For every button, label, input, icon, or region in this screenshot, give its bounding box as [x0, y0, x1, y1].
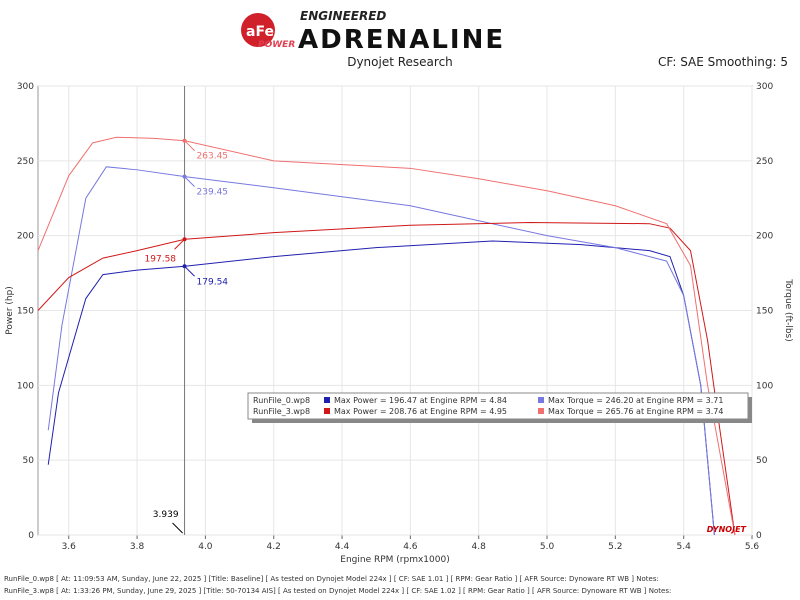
y-axis-label: Power (hp)	[5, 286, 15, 335]
run-note-1: RunFile_3.wp8 [ At: 1:33:26 PM, Sunday, …	[4, 587, 672, 595]
run-note-0: RunFile_0.wp8 [ At: 11:09:53 AM, Sunday,…	[4, 575, 659, 583]
x-tick-label: 3.6	[62, 542, 77, 552]
cursor-pointer	[184, 176, 195, 187]
legend-torque: Max Torque = 265.76 at Engine RPM = 3.74	[548, 407, 723, 416]
legend-power: Max Power = 196.47 at Engine RPM = 4.84	[334, 396, 507, 405]
afe-logo: aFe POWER ENGINEERED ADRENALINE	[241, 9, 505, 50]
x-tick-label: 4.4	[335, 542, 350, 552]
x-tick-label: 5.6	[745, 542, 760, 552]
cursor-pointer	[184, 265, 195, 277]
run-notes: RunFile_0.wp8 [ At: 11:09:53 AM, Sunday,…	[4, 573, 671, 597]
y2-tick-label: 150	[756, 307, 773, 317]
y-tick-label: 50	[23, 456, 35, 466]
legend-swatch-torque	[538, 408, 544, 414]
x-tick-label: 5.2	[608, 542, 622, 552]
y-tick-label: 150	[17, 307, 34, 317]
svg-text:ENGINEERED: ENGINEERED	[300, 9, 386, 23]
legend-swatch-torque	[538, 397, 544, 403]
svg-text:aFe: aFe	[246, 24, 274, 40]
legend-power: Max Power = 208.76 at Engine RPM = 4.95	[334, 407, 507, 416]
y2-axis-label: Torque (ft-lbs)	[783, 278, 793, 342]
legend-box	[247, 392, 749, 420]
svg-text:ADRENALINE: ADRENALINE	[298, 25, 505, 50]
y-tick-label: 200	[17, 232, 34, 242]
x-tick-label: 4.0	[198, 542, 213, 552]
x-axis-label: Engine RPM (rpmx1000)	[340, 555, 449, 565]
y2-tick-label: 0	[756, 531, 762, 541]
cursor-pointer	[184, 140, 195, 152]
series-line-3	[37, 136, 736, 536]
series-line-1	[47, 166, 715, 536]
legend-file: RunFile_3.wp8	[253, 407, 310, 416]
x-tick-label: 5.4	[677, 542, 692, 552]
cursor-x-label: 3.939	[153, 510, 179, 520]
series-line-0	[47, 240, 715, 536]
y2-tick-label: 200	[756, 232, 773, 242]
y2-tick-label: 50	[756, 456, 768, 466]
svg-text:POWER: POWER	[258, 40, 295, 50]
y2-tick-label: 250	[756, 157, 773, 167]
x-tick-label: 5.0	[540, 542, 555, 552]
y2-tick-label: 300	[756, 82, 773, 92]
series-line-2	[37, 222, 736, 536]
y-tick-label: 300	[17, 82, 34, 92]
cursor-value-label: 197.58	[145, 254, 177, 264]
y-tick-label: 250	[17, 157, 34, 167]
cursor-pointer	[174, 238, 185, 250]
x-tick-label: 3.8	[130, 542, 145, 552]
cursor-value-label: 263.45	[197, 152, 229, 162]
y-tick-label: 100	[17, 381, 34, 391]
legend-swatch-power	[324, 397, 330, 403]
dyno-chart: 3.6 3.8 4.0 4.2 4.4 4.6 4.8 5.0 5.2 5.4 5.60 050 501…	[5, 82, 793, 565]
cursor-arrow	[172, 522, 183, 534]
x-tick-label: 4.8	[472, 542, 487, 552]
chart-subtitle: Dynojet Research	[347, 55, 453, 69]
cursor-value-label: 179.54	[197, 277, 229, 287]
correction-factor-label: CF: SAE Smoothing: 5	[657, 55, 788, 69]
legend-torque: Max Torque = 246.20 at Engine RPM = 3.71	[548, 396, 723, 405]
legend-file: RunFile_0.wp8	[253, 396, 310, 405]
y-tick-label: 0	[28, 531, 34, 541]
y2-tick-label: 100	[756, 381, 773, 391]
x-tick-label: 4.2	[267, 542, 281, 552]
x-tick-label: 4.6	[403, 542, 418, 552]
dynojet-watermark: DYNOJET	[707, 525, 747, 534]
cursor-value-label: 239.45	[197, 188, 229, 198]
legend-swatch-power	[324, 408, 330, 414]
